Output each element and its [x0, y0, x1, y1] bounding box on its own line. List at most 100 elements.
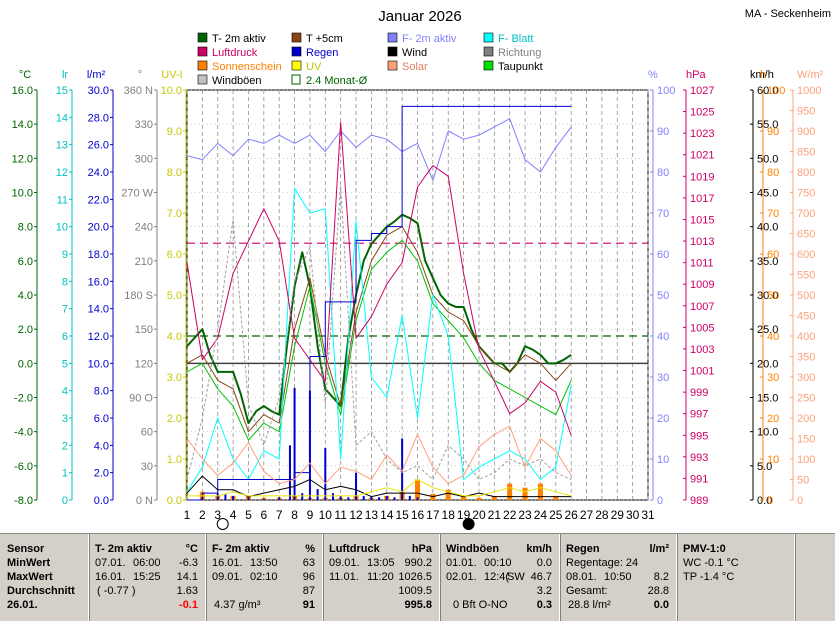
legend-label: Regen: [306, 47, 338, 59]
summary-current-value: 91: [302, 599, 315, 611]
sunshine-bar: [491, 495, 497, 500]
x-tick-label: 8: [291, 508, 298, 522]
legend-swatch: [197, 46, 208, 57]
legend-item-windb-en: Windböen: [197, 74, 262, 87]
axis-tick-label: 40: [767, 331, 779, 343]
axis-tick-label: 1: [62, 468, 68, 480]
rain-bar: [339, 495, 342, 500]
x-tick-label: 1: [184, 508, 191, 522]
summary-temp-unit: °C: [185, 543, 198, 555]
legend-item-luftdruck: Luftdruck: [197, 46, 258, 59]
summary-value: 63: [302, 557, 315, 569]
legend-label: F- Blatt: [498, 33, 533, 45]
legend-item-f-2m-aktiv: F- 2m aktiv: [387, 32, 457, 45]
summary-value: 46.7: [530, 571, 552, 583]
sunshine-bar: [476, 497, 482, 500]
rain-bar: [362, 495, 365, 500]
rain-bar: [262, 498, 265, 500]
axis-tick-label: 10: [767, 454, 779, 466]
summary-value: 1009.5: [398, 585, 432, 597]
axis-tick-label: 2.0: [167, 413, 182, 425]
legend-swatch: [197, 60, 208, 71]
axis-tick-label: 50: [767, 290, 779, 302]
axis-5: UV-I 10.0 9.0 8.0 7.0 6.0 5.0 4.0 3.0 2.0 1.0 0.0: [161, 69, 187, 507]
axis-tick-label: 90: [767, 126, 779, 138]
axis-tick-label: 1027: [690, 85, 714, 97]
x-tick-label: 18: [442, 508, 456, 522]
x-tick-label: 21: [488, 508, 502, 522]
axis-tick-label: 30.0: [88, 85, 109, 97]
series-line-t-2m-aktiv: [186, 213, 572, 425]
legend-item-t-5cm: T +5cm: [291, 32, 343, 45]
sunshine-bar: [507, 483, 513, 500]
axis-tick-label: 20: [767, 413, 779, 425]
summary-date: 09.01.: [329, 557, 360, 569]
axis-unit: km/h: [750, 69, 774, 81]
axis-tick-label: 1015: [690, 214, 714, 226]
axis-tick-label: 20: [657, 413, 669, 425]
axis-tick-label: 600: [797, 249, 815, 261]
x-tick-label: 10: [319, 508, 333, 522]
axis-unit: °: [138, 69, 142, 81]
axis-tick-label: 950: [797, 106, 815, 118]
summary-value: TP -1.4 °C: [683, 571, 735, 583]
axis-tick-label: 2: [62, 440, 68, 452]
axis-tick-label: 9.0: [167, 126, 182, 138]
axis-tick-label: 1017: [690, 193, 714, 205]
summary-pressure-column: Luftdruck hPa 09.01. 13:05 990.2 11.01. 11:2…: [322, 534, 440, 621]
axis-tick-label: 15: [56, 85, 68, 97]
x-tick-label: 25: [549, 508, 563, 522]
legend-label: T- 2m aktiv: [212, 33, 266, 45]
rain-bar: [370, 495, 373, 500]
x-tick-label: 17: [426, 508, 440, 522]
summary-panel: Sensor MinWert MaxWert Durchschnitt 26.0…: [0, 533, 835, 621]
sunshine-bar: [461, 495, 467, 500]
legend-label: 2.4 Monat-Ø: [306, 75, 368, 87]
x-tick-label: 24: [534, 508, 548, 522]
axis-tick-label: 30: [141, 461, 153, 473]
axis-tick-label: 50: [797, 475, 809, 487]
axis-tick-label: 11: [57, 194, 68, 206]
axis-1: °C 16.0 14.0 12.0 10.0 8.0 6.0 4.0 2.0 0.0 -2.0 -4.…: [12, 69, 38, 507]
legend-item-2-4-monat: 2.4 Monat-Ø: [291, 74, 368, 87]
rain-bar: [401, 438, 404, 500]
summary-date: 09.01.: [212, 571, 243, 583]
legend-item-richtung: Richtung: [483, 46, 541, 59]
x-tick-label: 29: [611, 508, 625, 522]
axis-tick-label: 12.0: [88, 331, 109, 343]
axis-tick-label: 12.0: [12, 153, 33, 165]
summary-rain-column: Regen l/m² Regentage: 24 08.01. 10:50 8.2 G…: [559, 534, 677, 621]
summary-time: 02:10: [250, 571, 278, 583]
axis-tick-label: 3.0: [167, 372, 182, 384]
legend-swatch: [483, 32, 494, 43]
axis-tick-label: 90 O: [129, 393, 153, 405]
axis-tick-label: 30.0: [757, 290, 778, 302]
summary-rain-unit: l/m²: [649, 543, 669, 555]
summary-gust-unit: km/h: [526, 543, 552, 555]
series-line-taupunkt: [186, 239, 572, 441]
axis-tick-label: 1019: [690, 171, 714, 183]
x-tick-label: 30: [626, 508, 640, 522]
summary-date: 16.01.: [95, 571, 126, 583]
summary-value: 3.2: [536, 585, 552, 597]
rain-bar: [247, 497, 250, 500]
axis-tick-label: 180 S: [124, 290, 153, 302]
summary-note: Gesamt:: [566, 585, 608, 597]
summary-value: -6.3: [179, 557, 198, 569]
axis-tick-label: 1011: [690, 258, 714, 270]
axis-tick-label: 1009: [690, 279, 714, 291]
axis-tick-label: 500: [797, 290, 815, 302]
summary-time: 13:50: [250, 557, 278, 569]
axis-tick-label: 0.0: [167, 495, 182, 507]
rain-bar: [216, 493, 219, 500]
axis-tick-label: 4.0: [18, 290, 33, 302]
legend-swatch: [387, 46, 398, 57]
axis-tick-label: 1005: [690, 322, 714, 334]
rain-bar: [278, 497, 281, 500]
legend-label: Luftdruck: [212, 47, 258, 59]
summary-time: 15:25: [133, 571, 161, 583]
summary-time: 13:05: [367, 557, 395, 569]
axis-tick-label: 8.0: [94, 386, 109, 398]
